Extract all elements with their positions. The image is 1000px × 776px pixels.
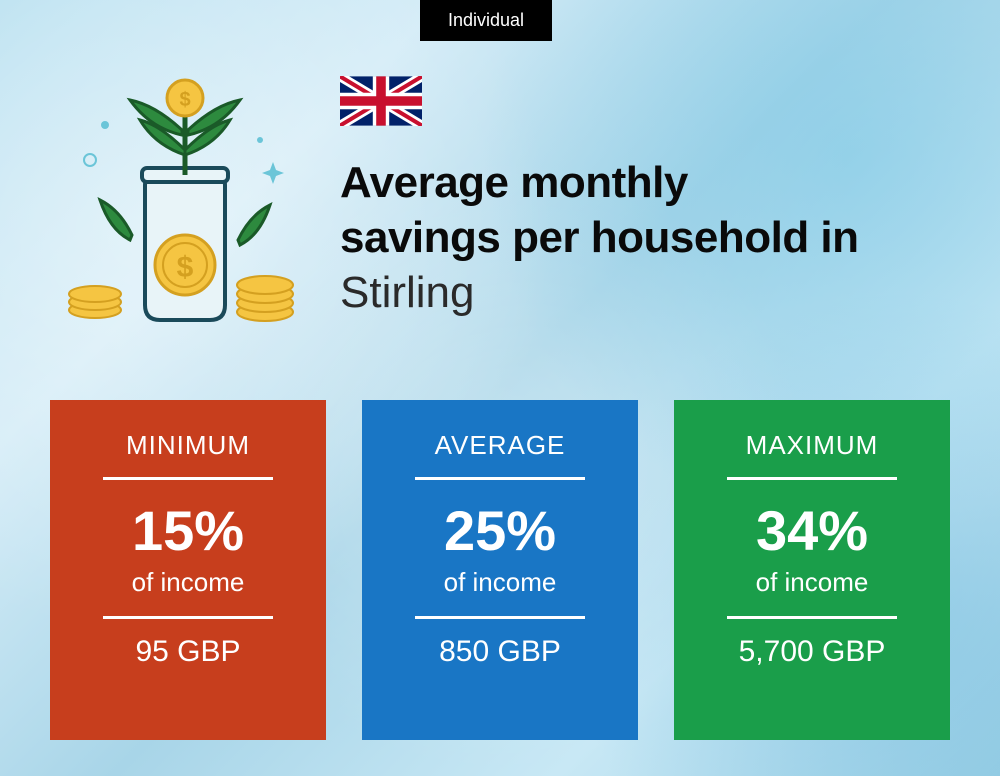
card-amount: 95 GBP bbox=[135, 635, 240, 669]
divider bbox=[103, 616, 273, 619]
divider bbox=[103, 477, 273, 480]
card-amount: 5,700 GBP bbox=[739, 635, 886, 669]
svg-text:$: $ bbox=[179, 89, 190, 111]
divider bbox=[727, 616, 897, 619]
card-label: MAXIMUM bbox=[746, 430, 879, 461]
card-of-income: of income bbox=[444, 567, 557, 598]
card-percent: 34% bbox=[756, 498, 868, 563]
card-of-income: of income bbox=[132, 567, 245, 598]
card-of-income: of income bbox=[756, 567, 869, 598]
card-percent: 15% bbox=[132, 498, 244, 563]
title-line-2: savings per household in bbox=[340, 210, 859, 265]
card-amount: 850 GBP bbox=[439, 635, 561, 669]
title-city: Stirling bbox=[340, 265, 859, 320]
svg-text:$: $ bbox=[177, 251, 194, 284]
divider bbox=[415, 616, 585, 619]
hero-section: $ $ bbox=[60, 70, 859, 330]
card-minimum: MINIMUM 15% of income 95 GBP bbox=[50, 400, 326, 740]
category-badge: Individual bbox=[420, 0, 552, 41]
divider bbox=[415, 477, 585, 480]
savings-jar-illustration: $ $ bbox=[60, 70, 300, 330]
card-percent: 25% bbox=[444, 498, 556, 563]
coin-stack-right-icon bbox=[237, 276, 293, 321]
title-line-1: Average monthly bbox=[340, 155, 859, 210]
card-maximum: MAXIMUM 34% of income 5,700 GBP bbox=[674, 400, 950, 740]
card-average: AVERAGE 25% of income 850 GBP bbox=[362, 400, 638, 740]
card-label: AVERAGE bbox=[435, 430, 566, 461]
stats-cards: MINIMUM 15% of income 95 GBP AVERAGE 25%… bbox=[50, 400, 950, 740]
jar-icon: $ bbox=[142, 168, 228, 320]
card-label: MINIMUM bbox=[126, 430, 250, 461]
divider bbox=[727, 477, 897, 480]
title-block: Average monthly savings per household in… bbox=[340, 70, 859, 320]
coin-stack-left-icon bbox=[69, 286, 121, 318]
uk-flag-icon bbox=[340, 76, 422, 126]
